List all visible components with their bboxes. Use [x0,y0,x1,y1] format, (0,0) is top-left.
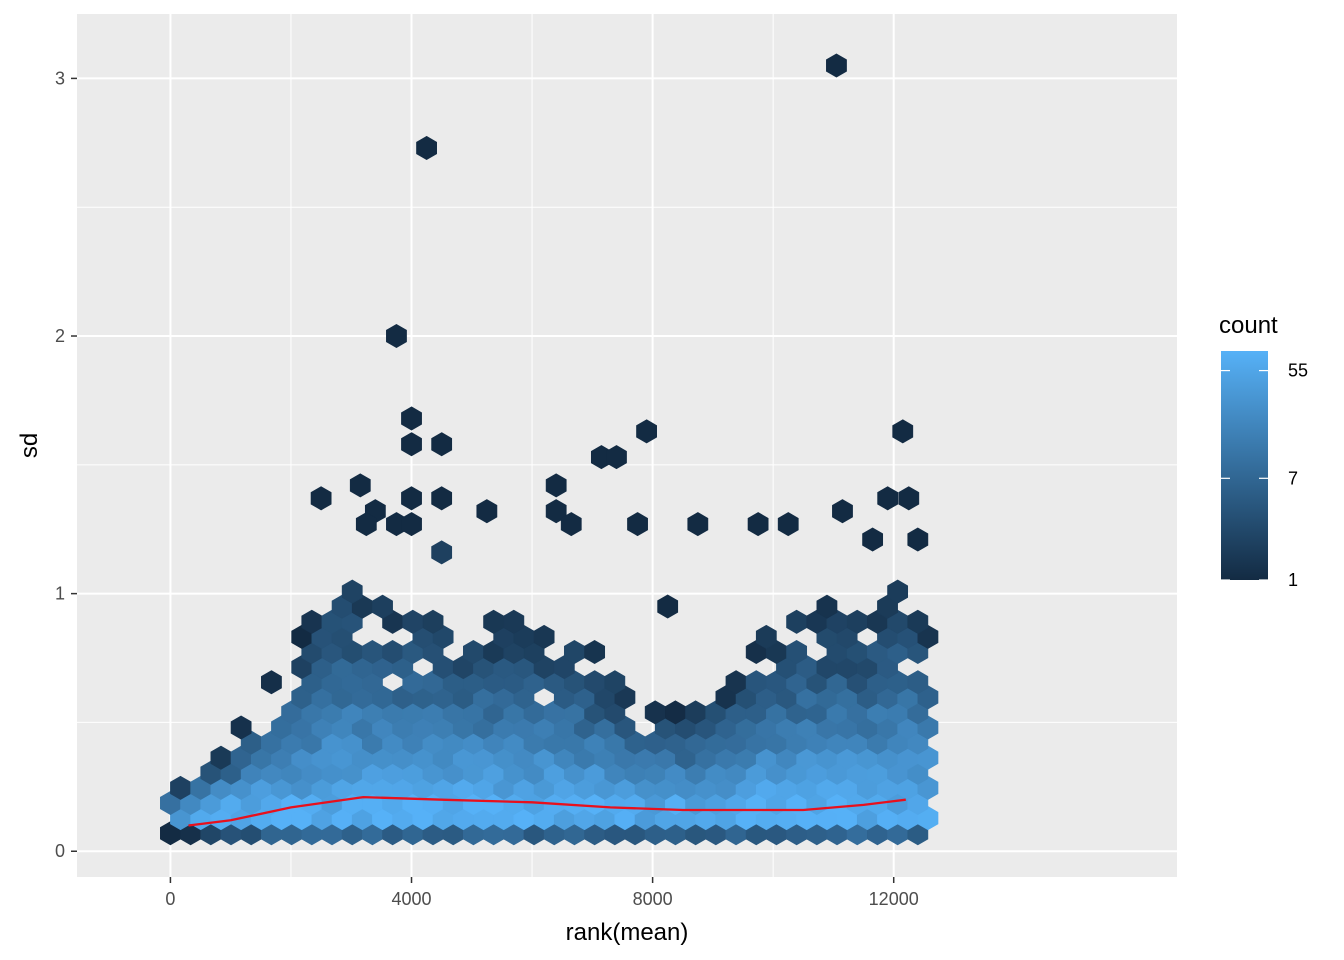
hexbin-cell [386,324,407,349]
legend-label: 55 [1288,361,1308,381]
hexbin-cell [533,624,555,649]
hexbin-cell [545,473,567,498]
x-tick-label: 12000 [869,889,919,909]
y-axis-title: sd [16,433,43,458]
hexbin-cell [907,609,929,634]
hexbin-cell [401,432,422,457]
hexbin-cell [503,609,525,634]
hexbin-cell [310,486,332,511]
hexbin-cell [777,512,799,537]
y-tick-label: 1 [55,584,65,604]
hexbin-cell [545,499,567,524]
hexbin-cell [657,594,679,619]
hexbin-cell [604,670,626,695]
hexbin-cell [416,135,437,160]
hexbin-cell [627,512,648,537]
hexbin-cell [401,406,422,431]
hexbin-cell [355,512,377,537]
hexbin-cell [816,594,838,619]
hexbin-cell [422,609,444,634]
hexbin-cell [832,499,853,524]
hexbin-cell [431,540,453,565]
hexbin-cell [826,53,847,78]
hexbin-cell [687,512,709,537]
hexbin-cell [747,512,769,537]
hexbin-cell [892,419,914,444]
hexbin-cell [261,670,282,695]
hexbin-cell [755,624,777,649]
hexbin-cell [877,486,899,511]
y-tick-label: 2 [55,326,65,346]
hexbin-cell [887,579,909,604]
x-tick-label: 4000 [391,889,431,909]
hexbin-cell [907,670,929,695]
hexbin-cell [401,512,422,537]
axes: 0 4000 8000 12000 0 1 2 3 [55,68,919,909]
trend-line [188,795,906,827]
legend-label: 7 [1288,468,1298,488]
legend-title: count [1219,312,1278,339]
hexbin-cell [341,579,363,604]
hexbin-cell [401,486,422,511]
y-tick-label: 3 [55,68,65,88]
x-tick-label: 8000 [633,889,673,909]
y-tick-label: 0 [55,841,65,861]
hexbin-cell [560,512,582,537]
hexbin-cell [476,499,498,524]
hexbin-cell [898,486,920,511]
hexbin-cell [907,527,929,552]
hexbin-cell [349,473,371,498]
hexbin-cell [584,639,606,665]
legend-colorbar [1221,351,1268,580]
hexbin-cell [230,715,252,740]
hexbin-cell [786,639,808,665]
hexbin-cell [431,432,453,457]
hexbin-cell [606,445,627,470]
hexbin-cell [636,419,657,444]
hexbin-cell [372,594,393,619]
x-axis-title: rank(mean) [566,919,689,946]
hexbin-cell [862,527,884,552]
x-tick-label: 0 [165,889,175,909]
hexbin-cell [431,486,453,511]
legend-label: 1 [1288,570,1298,590]
